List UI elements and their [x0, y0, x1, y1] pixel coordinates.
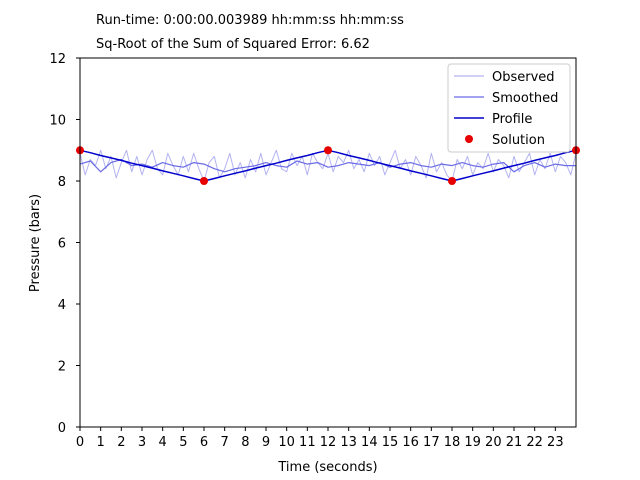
x-tick-label: 21	[506, 435, 523, 450]
smoothed-line	[79, 158, 576, 173]
x-tick-label: 8	[241, 435, 249, 450]
plot-frame	[79, 57, 577, 428]
axis-ticks: 0 1 2 3 4 5 6 7 8 9 10 11 12 13 14 15 16 17 18 19 20 21 22 2302…	[49, 52, 563, 450]
x-tick-label: 18	[444, 435, 461, 450]
x-tick-label: 11	[299, 435, 316, 450]
x-tick-label: 12	[320, 435, 337, 450]
legend-observed-label: Observed	[492, 70, 555, 85]
legend-solution-label: Solution	[492, 133, 545, 148]
legend: Observed Smoothed Profile Solution	[447, 63, 571, 153]
x-tick-label: 13	[340, 435, 357, 450]
x-tick-label: 23	[547, 435, 564, 450]
y-tick-label: 0	[58, 421, 66, 436]
solution-point	[324, 146, 332, 155]
series-layer	[76, 146, 580, 185]
runtime-text: Run-time: 0:00:00.003989 hh:mm:ss hh:mm:…	[96, 13, 404, 28]
x-tick-label: 3	[138, 435, 146, 450]
legend-box	[447, 63, 571, 153]
x-tick-label: 17	[423, 435, 440, 450]
y-tick-label: 6	[58, 237, 66, 252]
error-text: Sq-Root of the Sum of Squared Error: 6.6…	[96, 37, 370, 52]
y-tick-label: 4	[58, 298, 66, 313]
solution-point	[448, 177, 456, 185]
y-tick-label: 10	[49, 114, 66, 129]
x-tick-label: 4	[159, 435, 167, 450]
x-tick-label: 15	[382, 435, 399, 450]
x-tick-label: 22	[526, 435, 543, 450]
y-tick-label: 12	[49, 52, 66, 67]
y-tick-label: 2	[58, 360, 66, 375]
x-tick-label: 0	[76, 435, 84, 450]
x-tick-label: 14	[361, 435, 378, 450]
x-axis-label: Time (seconds)	[277, 460, 377, 475]
x-tick-label: 6	[200, 435, 208, 450]
y-axis-label: Pressure (bars)	[28, 194, 43, 292]
legend-solution-swatch	[465, 135, 473, 143]
x-tick-label: 5	[179, 435, 187, 450]
x-tick-label: 1	[97, 435, 105, 450]
solution-point	[200, 177, 208, 185]
x-tick-label: 10	[278, 435, 295, 450]
x-tick-label: 9	[262, 435, 270, 450]
x-tick-label: 16	[402, 435, 419, 450]
legend-smoothed-label: Smoothed	[492, 91, 558, 106]
y-tick-label: 8	[58, 175, 66, 190]
x-tick-label: 2	[117, 435, 125, 450]
x-tick-label: 7	[221, 435, 229, 450]
x-tick-label: 19	[464, 435, 481, 450]
x-tick-label: 20	[485, 435, 502, 450]
legend-profile-label: Profile	[492, 112, 532, 127]
